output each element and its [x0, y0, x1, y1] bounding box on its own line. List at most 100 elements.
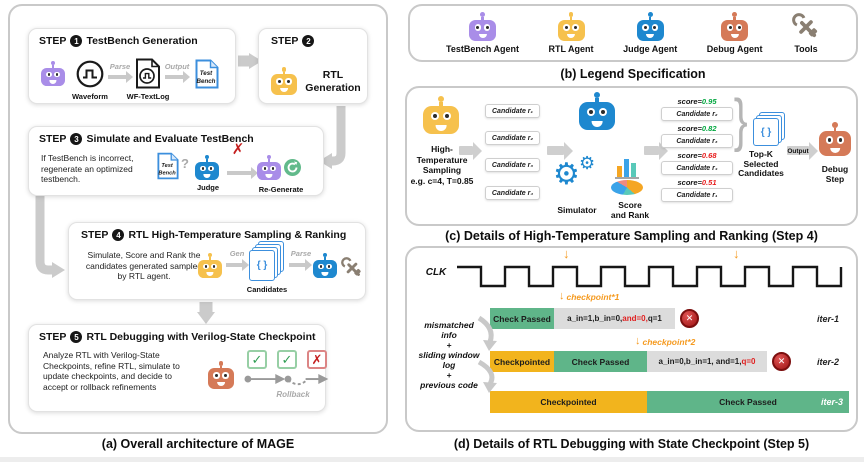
ranked-candidate-box: Candidate r₄ — [661, 161, 733, 175]
gen-arrow-icon — [226, 263, 242, 267]
ranked-candidate-box: Candidate r₃ — [661, 134, 733, 148]
rtl-agent-icon — [423, 96, 459, 135]
legend-item-testbench-agent: TestBench Agent — [446, 12, 519, 54]
ranked-candidate-box: Candidate r₂ — [661, 107, 733, 121]
svg-text:Test: Test — [200, 70, 213, 77]
feedback-line: + — [446, 370, 452, 380]
accept-check-icon: ✓ — [247, 350, 267, 369]
legend-item-debug-agent: Debug Agent — [706, 12, 763, 54]
step1-label: STEP — [39, 35, 67, 47]
topk-label: Top-K Selected Candidates — [733, 149, 789, 179]
candidates-stack-icon: { } — [249, 241, 287, 281]
svg-text:Bench: Bench — [197, 78, 216, 85]
legend-label: RTL Agent — [548, 43, 594, 54]
caption-a: (a) Overall architecture of MAGE — [101, 437, 295, 451]
step1-title: STEP 1 TestBench Generation — [39, 35, 198, 47]
caption-b: (b) Legend Specification — [560, 67, 706, 81]
step1-box: STEP 1 TestBench Generation Parse Output — [28, 28, 236, 104]
judge-agent-icon — [636, 12, 664, 41]
rtl-agent-icon — [557, 12, 585, 41]
feedback-curve-arrows — [477, 315, 497, 393]
topk-stack-icon: { } — [753, 112, 787, 146]
step5-title-text: RTL Debugging with Verilog-State Checkpo… — [86, 331, 316, 343]
rollback-timeline-icon — [244, 374, 329, 386]
debug-agent-icon — [721, 12, 749, 41]
simulator-gear-icon: ⚙ — [553, 158, 580, 191]
step2-number-badge: 2 — [302, 35, 315, 47]
debug-step-label: Debug Step — [813, 164, 857, 184]
candidate-box: Candidate r₂ — [485, 131, 540, 145]
checkpointed-segment: Checkpointed — [490, 351, 554, 372]
debug-agent-icon — [208, 361, 234, 389]
checkpoint-arrow-icon: ↓ — [635, 335, 641, 347]
checkpoint2-text: checkpoint*2 — [642, 336, 696, 347]
step3-description: If TestBench is incorrect, regenerate an… — [41, 153, 134, 184]
checkpoint2-label: ↓ checkpoint*2 — [635, 335, 695, 348]
step2-title-text: RTL Generation — [305, 69, 361, 94]
step2-label: STEP — [271, 35, 299, 47]
feedback-line: + — [446, 340, 452, 350]
parse-arrow-label: Parse — [109, 62, 131, 71]
clock-edge-marker-icon: ↓ — [563, 246, 570, 261]
step1-number-badge: 1 — [70, 35, 83, 47]
wf-textlog-icon — [136, 58, 160, 89]
step5-description: Analyze RTL with Verilog-State Checkpoin… — [43, 350, 180, 392]
score-bars-icon — [615, 159, 639, 179]
flow-connector-arrows — [35, 53, 346, 324]
score-rank-line: Score — [618, 200, 642, 210]
checkpoint-arrow-icon: ↓ — [559, 290, 565, 302]
rank-arrow-icon — [644, 146, 659, 155]
judge-agent-icon — [579, 92, 615, 131]
legend-item-tools: Tools — [792, 12, 820, 54]
wf-textlog-label: WF-TextLog — [126, 92, 170, 101]
incorrect-cross-icon: ✗ — [231, 141, 245, 158]
score-row: score=0.82 — [677, 124, 717, 133]
step3-number-badge: 3 — [70, 133, 83, 145]
ranked-candidate-box: Candidate r₁ — [661, 188, 733, 202]
topk-line: Top-K — [749, 149, 773, 159]
question-mark-icon: ? — [181, 156, 189, 171]
fail-circle-icon: ✕ — [772, 352, 791, 371]
page-bottom-edge — [0, 457, 864, 462]
reject-cross-icon: ✗ — [307, 350, 327, 369]
iter2-label: iter-2 — [817, 357, 840, 367]
output-arrow-icon — [165, 75, 183, 79]
judge-label: Judge — [196, 183, 220, 192]
rtl-agent-icon — [198, 253, 222, 279]
panel-overall-architecture: STEP 1 TestBench Generation Parse Output — [8, 4, 388, 434]
svg-text:Test: Test — [161, 163, 174, 169]
sampler-line: High- — [431, 144, 453, 154]
feedback-line: sliding window — [418, 350, 480, 360]
panel-sampling-ranking: High- Temperature Sampling e.g. c=4, T=0… — [405, 86, 858, 226]
legend-label: Debug Agent — [706, 43, 763, 54]
regenerate-refresh-icon — [284, 159, 301, 176]
output-arrow-label: Output — [164, 62, 190, 71]
step4-title-text: RTL High-Temperature Sampling & Ranking — [128, 229, 347, 241]
sampler-line: Temperature — [416, 154, 468, 165]
debug-step-line: Step — [825, 174, 845, 184]
waveform-icon — [76, 60, 104, 88]
judge-agent-icon — [195, 155, 219, 181]
score-row: score=0.95 — [677, 97, 717, 106]
feedback-line: mismatched — [424, 320, 474, 330]
debug-step-line: Debug — [821, 164, 849, 174]
step3-box: STEP 3 Simulate and Evaluate TestBench I… — [28, 126, 324, 196]
legend-item-judge-agent: Judge Agent — [623, 12, 677, 54]
rtl-agent-icon — [271, 67, 297, 95]
rollback-label: Rollback — [276, 390, 310, 399]
simulator-gear-icon: ⚙ — [579, 153, 596, 173]
fail-circle-icon: ✕ — [680, 309, 699, 328]
clk-waveform — [457, 265, 843, 288]
candidate-box: Candidate r₁ — [485, 104, 540, 118]
step4-number-badge: 4 — [112, 229, 125, 241]
topk-line: Selected — [743, 158, 779, 169]
regenerate-label: Re-Generate — [258, 185, 304, 194]
step4-title: STEP 4 RTL High-Temperature Sampling & R… — [81, 229, 346, 241]
checkpoint1-text: checkpoint*1 — [566, 291, 620, 302]
check-passed-segment: Check Passed — [490, 308, 554, 329]
score-row: score=0.68 — [677, 151, 717, 160]
score-rank-line: and Rank — [610, 210, 650, 220]
step2-box: STEP 2 RTL Generation — [258, 28, 368, 104]
step3-title-text: Simulate and Evaluate TestBench — [86, 133, 254, 145]
accept-check-icon: ✓ — [277, 350, 297, 369]
